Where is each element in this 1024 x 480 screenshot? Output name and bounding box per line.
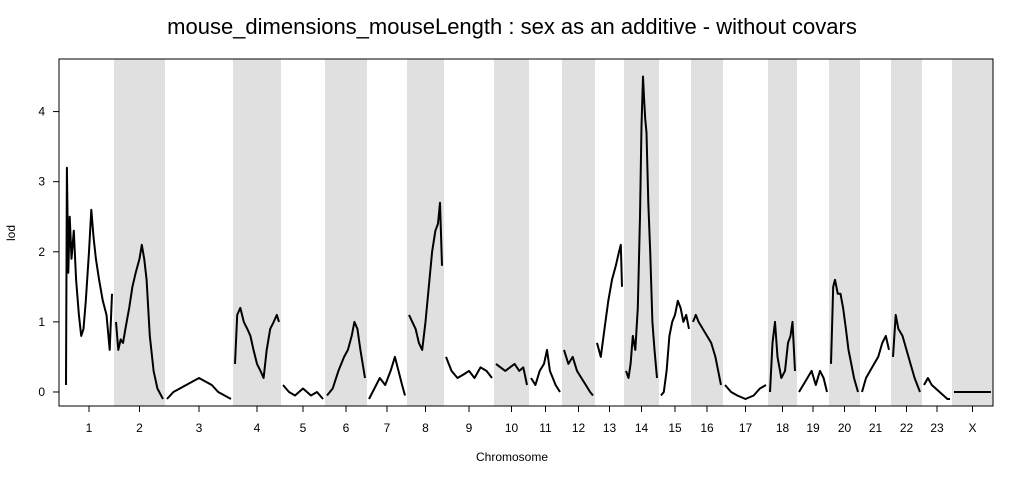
lod-line-chr-5: [282, 384, 324, 400]
x-tick-label-chr-16: 16: [700, 421, 714, 435]
x-tick-label-chr-7: 7: [384, 421, 391, 435]
band-chr-X: [952, 59, 993, 406]
x-axis-label: Chromosome: [475, 450, 549, 464]
y-tick-label: 3: [38, 175, 45, 189]
lod-line-chr-16: [692, 313, 722, 386]
lod-line-chr-19: [798, 369, 828, 393]
x-tick-label-chr-15: 15: [668, 421, 682, 435]
lod-line-chr-15: [660, 299, 690, 397]
x-tick-label-chr-19: 19: [806, 421, 820, 435]
x-tick-label-chr-22: 22: [900, 421, 914, 435]
x-tick-label-chr-11: 11: [539, 421, 552, 435]
y-tick-label: 0: [38, 385, 45, 399]
x-tick-label-chr-9: 9: [466, 421, 473, 435]
x-tick-label-chr-X: X: [968, 421, 976, 435]
lod-line-chr-1: [65, 166, 113, 386]
lod-line-chr-23: [923, 377, 950, 400]
x-tick-label-chr-18: 18: [776, 421, 790, 435]
y-tick-label: 4: [38, 105, 45, 119]
x-tick-label-chr-4: 4: [254, 421, 261, 435]
x-tick-label-chr-17: 17: [739, 421, 753, 435]
x-tick-label-chr-14: 14: [635, 421, 649, 435]
y-tick-label: 1: [38, 315, 45, 329]
lod-line-chr-21: [861, 334, 890, 393]
x-tick-label-chr-1: 1: [86, 421, 93, 435]
band-chr-8: [407, 59, 444, 406]
lod-line-chr-22: [892, 313, 921, 393]
lod-line-chr-13: [596, 243, 623, 358]
lod-line-chr-7: [368, 355, 406, 400]
lod-line-chr-18: [769, 320, 796, 393]
band-chr-22: [891, 59, 922, 406]
x-tick-label-chr-2: 2: [136, 421, 143, 435]
lod-line-chr-20: [830, 278, 859, 393]
plot-frame: [58, 58, 994, 407]
lod-line-chr-2: [115, 243, 164, 400]
x-tick-label-chr-23: 23: [930, 421, 944, 435]
x-tick-label-chr-10: 10: [505, 421, 519, 435]
lod-line-chr-10: [495, 362, 528, 386]
lod-line-chr-3: [166, 377, 232, 400]
band-chr-10: [494, 59, 529, 406]
y-tick-label: 2: [38, 245, 45, 259]
x-tick-label-chr-13: 13: [603, 421, 617, 435]
lod-line-chr-4: [234, 306, 280, 379]
band-chr-20: [829, 59, 860, 406]
chart-title: mouse_dimensions_mouseLength : sex as an…: [167, 14, 857, 39]
x-tick-label-chr-12: 12: [572, 421, 586, 435]
lod-line-chr-14: [625, 75, 658, 379]
x-tick-label-chr-5: 5: [300, 421, 307, 435]
lod-line-chr-8: [408, 201, 443, 351]
lod-line-chr-9: [445, 356, 493, 379]
band-chr-16: [691, 59, 723, 406]
band-chr-2: [114, 59, 165, 406]
x-tick-label-chr-3: 3: [196, 421, 203, 435]
band-chr-4: [233, 59, 281, 406]
band-chr-12: [562, 59, 595, 406]
x-tick-label-chr-20: 20: [838, 421, 852, 435]
y-axis-label: lod: [4, 225, 18, 242]
lod-line-chr-6: [326, 320, 366, 397]
x-tick-label-chr-21: 21: [869, 421, 883, 435]
lod-line-chr-12: [563, 349, 594, 397]
x-tick-label-chr-6: 6: [343, 421, 350, 435]
lod-line-chr-17: [724, 384, 767, 400]
lod-line-chr-11: [530, 348, 561, 393]
x-tick-label-chr-8: 8: [422, 421, 429, 435]
